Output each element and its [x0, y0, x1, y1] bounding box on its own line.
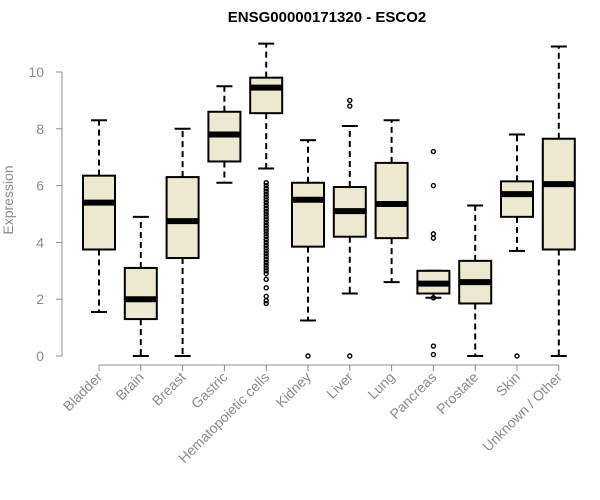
outlier-point: [263, 219, 269, 226]
box-group: [165, 127, 200, 357]
outlier-point: [263, 214, 269, 220]
box: [123, 266, 158, 321]
outlier-point: [263, 245, 269, 251]
y-tick-label: 4: [36, 234, 44, 250]
box-group: [207, 85, 242, 184]
box-group: [374, 119, 409, 284]
outlier-point: [263, 225, 269, 231]
outlier-point: [347, 103, 353, 109]
outlier-point: [263, 251, 269, 257]
x-tick-label: Brain: [112, 369, 146, 403]
outlier-point: [263, 253, 269, 260]
y-axis: 0 2 4 6 8 10: [28, 64, 63, 364]
outlier-point: [263, 205, 269, 212]
x-tick-label: Prostate: [433, 369, 481, 417]
outlier-point: [263, 197, 269, 203]
outlier-point: [263, 262, 269, 268]
outlier-point: [263, 211, 269, 217]
box-group: [541, 45, 576, 357]
box: [82, 174, 116, 251]
outlier-point: [263, 182, 269, 189]
chart-title: ENSG00000171320 - ESCO2: [228, 9, 426, 26]
boxes: [82, 42, 576, 359]
outlier-point: [430, 182, 437, 189]
outlier-point: [430, 148, 437, 155]
box-group: [249, 42, 284, 307]
y-tick-label: 2: [36, 291, 44, 307]
y-tick-label: 0: [36, 348, 44, 364]
box: [165, 176, 200, 260]
outlier-point: [305, 353, 311, 359]
box: [291, 181, 325, 248]
x-tick-label: Skin: [493, 369, 524, 400]
box-group: [123, 215, 158, 357]
y-axis-label: Expression: [0, 165, 16, 234]
outlier-point: [263, 265, 269, 271]
box-group: [458, 204, 493, 357]
box-group: [291, 139, 325, 359]
outlier-point: [347, 353, 353, 359]
outlier-point: [263, 228, 269, 234]
outlier-point: [263, 191, 269, 197]
outlier-point: [263, 234, 269, 240]
outlier-point: [263, 236, 269, 243]
outlier-point: [263, 259, 269, 265]
outlier-point: [347, 97, 353, 104]
outlier-point: [263, 188, 269, 194]
y-tick-label: 10: [28, 64, 44, 80]
box-group: [332, 97, 367, 359]
outlier-point: [263, 199, 269, 206]
outlier-point: [263, 268, 269, 274]
outlier-point: [263, 276, 269, 283]
x-tick-label: Lung: [364, 369, 397, 402]
outlier-point: [430, 235, 437, 241]
outlier-point: [263, 256, 269, 263]
outlier-point: [430, 343, 437, 349]
outlier-point: [263, 270, 269, 277]
outlier-point: [263, 248, 269, 254]
box: [541, 137, 576, 251]
outlier-point: [263, 194, 269, 200]
box: [249, 76, 284, 115]
box: [374, 161, 409, 240]
outlier-point: [263, 208, 269, 214]
outlier-point: [263, 300, 269, 307]
y-tick-label: 6: [36, 178, 44, 194]
outlier-point: [263, 222, 269, 229]
outlier-point: [263, 231, 269, 237]
x-tick-label: Unknown / Other: [479, 369, 565, 455]
outlier-point: [263, 297, 269, 304]
outlier-point: [514, 353, 520, 359]
outlier-point: [263, 242, 269, 248]
outlier-point: [263, 180, 269, 186]
outlier-point: [430, 295, 437, 301]
x-tick-label: Kidney: [273, 369, 315, 411]
x-tick-label: Breast: [149, 369, 189, 409]
box: [500, 180, 534, 218]
box-group: [416, 148, 451, 358]
outlier-point: [263, 202, 269, 209]
x-tick-label: Bladder: [60, 369, 106, 415]
y-tick-label: 8: [36, 121, 44, 137]
outlier-point: [263, 285, 269, 291]
outlier-point: [430, 231, 437, 237]
outlier-point: [263, 185, 269, 192]
outlier-point: [263, 216, 269, 223]
outlier-point: [263, 293, 269, 300]
outlier-point: [263, 239, 269, 246]
box-group: [82, 119, 116, 313]
x-tick-label: Liver: [323, 369, 356, 402]
box-group: [500, 133, 534, 359]
outlier-point: [430, 351, 437, 358]
